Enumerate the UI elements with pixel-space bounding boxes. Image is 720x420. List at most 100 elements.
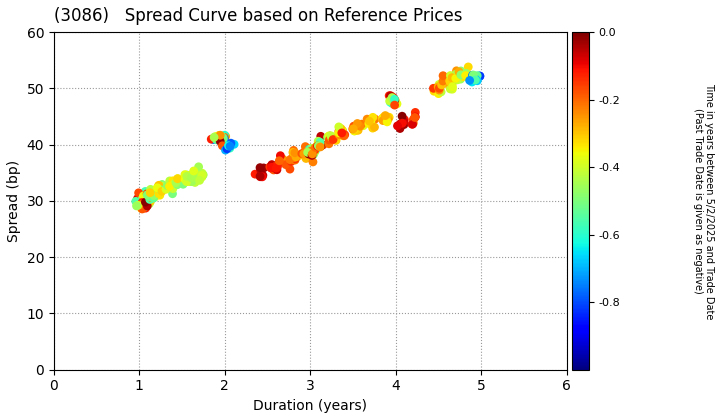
Point xyxy=(150,192,162,198)
Point xyxy=(145,194,157,201)
Point xyxy=(428,88,440,94)
Point xyxy=(328,136,339,142)
Point xyxy=(443,79,454,86)
Point xyxy=(133,189,145,196)
Point xyxy=(312,141,324,147)
Point xyxy=(288,147,300,154)
Point xyxy=(432,87,444,94)
Point xyxy=(386,96,397,102)
Point xyxy=(461,71,472,78)
Point xyxy=(333,123,345,130)
Point xyxy=(444,86,456,92)
Point xyxy=(446,83,458,90)
Point xyxy=(217,138,228,145)
Point xyxy=(145,189,156,196)
Point xyxy=(339,131,351,138)
Point xyxy=(307,159,319,165)
Point xyxy=(379,112,391,119)
Point xyxy=(410,109,421,116)
Point xyxy=(433,90,444,97)
Point xyxy=(382,114,393,121)
Point xyxy=(437,78,449,84)
Point xyxy=(410,113,421,120)
Point xyxy=(254,173,266,180)
Point xyxy=(138,204,150,210)
Point xyxy=(171,181,182,188)
Point xyxy=(337,128,348,134)
Point xyxy=(387,96,398,102)
Point xyxy=(307,147,318,153)
Point xyxy=(170,179,181,186)
Point xyxy=(277,156,289,163)
Point xyxy=(149,193,161,200)
Point xyxy=(309,147,320,153)
Point xyxy=(136,202,148,209)
Point xyxy=(228,141,240,148)
Point xyxy=(255,166,266,173)
Point xyxy=(444,80,455,87)
Point xyxy=(384,97,395,104)
Point xyxy=(254,164,266,171)
Point xyxy=(137,200,148,207)
Point xyxy=(467,72,478,79)
Point xyxy=(451,68,462,74)
Point xyxy=(140,188,151,195)
Point xyxy=(451,76,463,83)
Point xyxy=(377,116,388,122)
Point xyxy=(391,100,402,107)
Point xyxy=(148,190,159,197)
Point xyxy=(306,152,318,159)
Point xyxy=(472,72,483,79)
Point xyxy=(384,114,395,121)
Point xyxy=(280,161,292,168)
Point xyxy=(284,156,296,163)
Point xyxy=(141,192,153,198)
Point xyxy=(303,146,315,152)
Point xyxy=(384,92,396,99)
Point xyxy=(446,80,458,87)
Point xyxy=(197,171,209,178)
Point xyxy=(296,150,307,157)
Point xyxy=(377,117,389,124)
Point xyxy=(436,81,447,88)
Point xyxy=(215,136,226,143)
Point xyxy=(301,149,312,156)
Point xyxy=(390,97,401,104)
Point xyxy=(212,133,224,139)
Point xyxy=(382,116,394,122)
Point xyxy=(156,181,168,188)
Point xyxy=(168,180,180,187)
Point xyxy=(430,85,441,92)
Point xyxy=(318,142,329,148)
Point xyxy=(138,198,149,205)
Point xyxy=(323,133,335,139)
Point xyxy=(132,202,144,209)
Point xyxy=(223,142,235,149)
Point xyxy=(453,68,464,75)
Point xyxy=(211,136,222,143)
Point xyxy=(444,83,455,90)
Point xyxy=(186,178,197,185)
Point xyxy=(310,147,321,154)
Point xyxy=(143,193,155,200)
Point xyxy=(312,142,324,149)
Point xyxy=(388,101,400,108)
Point xyxy=(172,175,184,182)
Point xyxy=(469,76,481,82)
Point xyxy=(382,118,393,125)
Point xyxy=(156,183,168,190)
Point xyxy=(378,114,390,121)
Point xyxy=(217,142,228,149)
Point xyxy=(305,148,317,155)
Point xyxy=(152,184,163,191)
Point xyxy=(215,136,226,142)
Point xyxy=(138,196,149,203)
Point xyxy=(432,87,444,93)
Point xyxy=(315,143,327,150)
Point xyxy=(314,141,325,147)
Point xyxy=(213,132,225,139)
Point xyxy=(274,152,286,159)
Point xyxy=(389,96,400,102)
Point xyxy=(389,102,400,108)
Point xyxy=(145,198,156,205)
